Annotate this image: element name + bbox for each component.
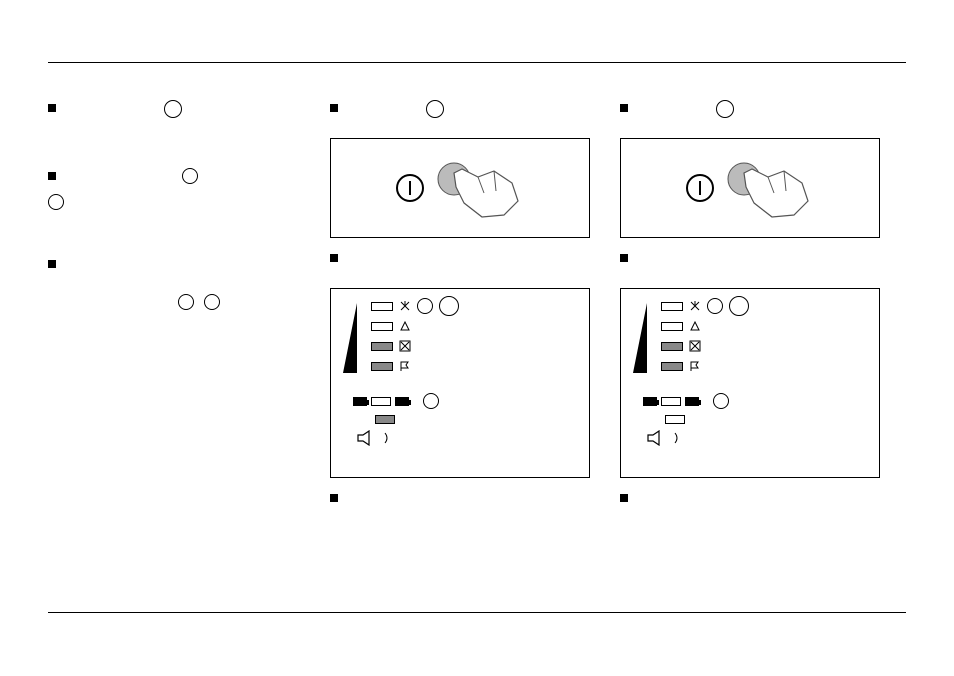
col1-row-4 [48, 256, 328, 276]
speaker-icon [357, 430, 377, 446]
bullet-icon [620, 104, 628, 112]
level-bar [665, 415, 685, 424]
circle-icon [713, 393, 729, 409]
battery-icon [685, 397, 699, 406]
circle-icon [423, 393, 439, 409]
battery-icon [353, 397, 367, 406]
bullet-icon [620, 494, 628, 502]
col3-step-3 [620, 490, 900, 510]
finger-press-icon [434, 153, 524, 223]
col2-step-2 [330, 250, 610, 270]
circle-icon [182, 168, 198, 184]
col1-row-3 [48, 194, 328, 214]
circle-icon [707, 298, 723, 314]
power-icon [686, 174, 714, 202]
settings-panel [620, 288, 880, 478]
level-bar [371, 302, 393, 311]
bullet-icon [48, 260, 56, 268]
col3-step-2 [620, 250, 900, 270]
sound-wave-icon [383, 431, 393, 445]
circle-icon [716, 100, 734, 118]
speaker-icon [647, 430, 667, 446]
crossed-icon [399, 300, 411, 312]
circle-icon [164, 100, 182, 118]
circle-icon [439, 296, 459, 316]
setting-row-2 [661, 319, 867, 333]
column-2 [330, 100, 610, 528]
setting-row-1 [371, 299, 577, 313]
battery-row-2 [353, 415, 577, 424]
crossed-icon [689, 300, 701, 312]
col1-row-5 [178, 294, 328, 310]
battery-row-2 [643, 415, 867, 424]
setting-row-3 [371, 339, 577, 353]
flag-icon [689, 360, 701, 372]
bullet-icon [330, 494, 338, 502]
setting-row-1 [661, 299, 867, 313]
press-button-diagram [330, 138, 590, 238]
setting-row-3 [661, 339, 867, 353]
box-x-icon [689, 340, 701, 352]
level-bar-filled [661, 342, 683, 351]
press-button-diagram [620, 138, 880, 238]
column-1 [48, 100, 328, 310]
battery-row-1 [353, 393, 577, 409]
speaker-row [357, 430, 577, 446]
col1-row-1 [48, 100, 328, 120]
box-x-icon [399, 340, 411, 352]
divider-bottom [48, 612, 906, 613]
level-bar-filled [371, 342, 393, 351]
circle-icon [204, 294, 220, 310]
setting-row-4 [371, 359, 577, 373]
col2-step-3 [330, 490, 610, 510]
level-bar [371, 322, 393, 331]
bullet-icon [48, 104, 56, 112]
bullet-icon [330, 104, 338, 112]
col1-row-2 [48, 168, 328, 188]
battery-icon [395, 397, 409, 406]
battery-icon [643, 397, 657, 406]
setting-row-4 [661, 359, 867, 373]
flag-icon [399, 360, 411, 372]
battery-row-1 [643, 393, 867, 409]
divider-top [48, 62, 906, 63]
bullet-icon [330, 254, 338, 262]
circle-icon [729, 296, 749, 316]
level-bar [661, 322, 683, 331]
circle-icon [48, 194, 64, 210]
level-bar [371, 397, 391, 406]
finger-press-icon [724, 153, 814, 223]
volume-wedge-icon [343, 303, 359, 373]
col2-step-1 [330, 100, 610, 120]
col3-step-1 [620, 100, 900, 120]
level-bar [661, 397, 681, 406]
triangle-icon [399, 320, 411, 332]
sound-wave-icon [673, 431, 683, 445]
circle-icon [178, 294, 194, 310]
level-bar-filled [371, 362, 393, 371]
volume-wedge-icon [633, 303, 649, 373]
bullet-icon [620, 254, 628, 262]
level-bar-filled [375, 415, 395, 424]
level-bar [661, 302, 683, 311]
bullet-icon [48, 172, 56, 180]
setting-row-2 [371, 319, 577, 333]
power-icon [396, 174, 424, 202]
column-3 [620, 100, 900, 528]
circle-icon [417, 298, 433, 314]
level-bar-filled [661, 362, 683, 371]
speaker-row [647, 430, 867, 446]
settings-panel [330, 288, 590, 478]
triangle-icon [689, 320, 701, 332]
circle-icon [426, 100, 444, 118]
